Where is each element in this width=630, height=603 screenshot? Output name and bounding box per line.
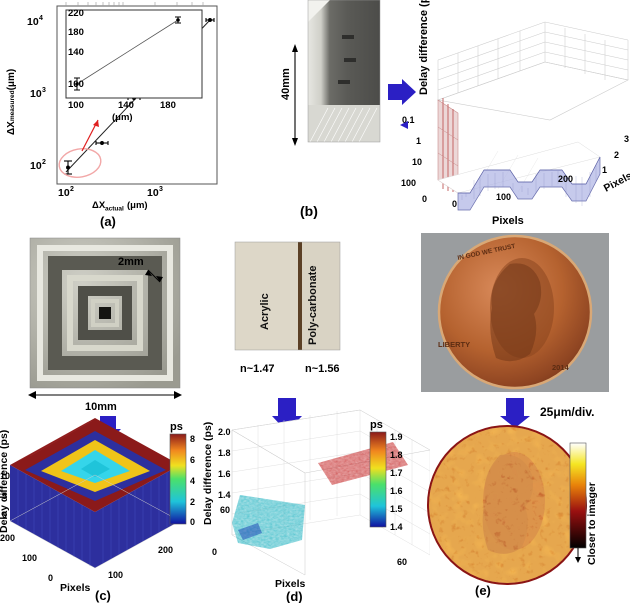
- svg-text:220: 220: [68, 8, 84, 19]
- svg-text:Acrylic: Acrylic: [259, 293, 271, 330]
- svg-text:LIBERTY: LIBERTY: [438, 340, 470, 349]
- svg-text:140: 140: [68, 47, 84, 58]
- svg-text:0: 0: [48, 573, 53, 583]
- svg-text:1: 1: [416, 136, 421, 146]
- svg-text:100: 100: [68, 100, 84, 111]
- svg-text:n~1.56: n~1.56: [305, 363, 340, 375]
- svg-text:0: 0: [190, 517, 195, 527]
- svg-text:1.8: 1.8: [218, 448, 231, 458]
- svg-text:ΔX: ΔX: [92, 200, 106, 211]
- svg-text:(a): (a): [100, 214, 116, 229]
- svg-text:2: 2: [70, 186, 74, 193]
- svg-text:3: 3: [624, 134, 629, 144]
- svg-text:40mm: 40mm: [280, 68, 292, 100]
- svg-text:1.6: 1.6: [390, 486, 403, 496]
- svg-text:1.7: 1.7: [390, 468, 403, 478]
- svg-text:(μm): (μm): [127, 200, 148, 211]
- svg-text:1.4: 1.4: [218, 490, 231, 500]
- svg-text:Pixels: Pixels: [492, 215, 524, 227]
- svg-text:10: 10: [58, 187, 70, 199]
- svg-text:n~1.47: n~1.47: [240, 363, 275, 375]
- svg-text:2: 2: [614, 150, 619, 160]
- svg-text:0: 0: [422, 194, 427, 204]
- svg-text:3: 3: [159, 186, 163, 193]
- svg-text:ps: ps: [170, 421, 183, 433]
- svg-text:Closer to imager: Closer to imager: [586, 482, 598, 565]
- svg-text:10mm: 10mm: [85, 401, 117, 413]
- svg-text:200: 200: [158, 545, 173, 555]
- svg-text:3: 3: [42, 87, 46, 94]
- svg-text:100: 100: [68, 79, 84, 90]
- svg-text:60: 60: [220, 505, 230, 515]
- svg-text:180: 180: [68, 27, 84, 38]
- svg-text:2: 2: [190, 497, 195, 507]
- svg-text:10: 10: [412, 157, 422, 167]
- svg-text:1.6: 1.6: [218, 469, 231, 479]
- svg-text:1: 1: [602, 165, 607, 175]
- svg-text:Pixels: Pixels: [60, 582, 91, 594]
- svg-text:(μm): (μm): [112, 112, 133, 123]
- svg-text:6: 6: [190, 455, 195, 465]
- svg-text:4: 4: [190, 476, 195, 486]
- svg-text:2mm: 2mm: [118, 256, 144, 268]
- svg-text:2014: 2014: [552, 363, 570, 372]
- svg-text:200: 200: [0, 533, 15, 543]
- svg-text:4: 4: [39, 15, 43, 22]
- svg-text:2.0: 2.0: [218, 427, 231, 437]
- svg-text:10: 10: [27, 16, 39, 28]
- svg-text:100: 100: [108, 570, 123, 580]
- svg-text:(e): (e): [475, 583, 491, 598]
- svg-text:180: 180: [160, 100, 176, 111]
- svg-text:10: 10: [147, 187, 159, 199]
- svg-text:60: 60: [397, 557, 407, 567]
- svg-text:10: 10: [30, 160, 42, 172]
- svg-text:0: 0: [212, 547, 217, 557]
- svg-text:0: 0: [452, 199, 457, 209]
- svg-text:2: 2: [42, 159, 46, 166]
- svg-text:10: 10: [30, 88, 42, 100]
- svg-text:100: 100: [22, 553, 37, 563]
- svg-text:Poly-carbonate: Poly-carbonate: [307, 266, 319, 345]
- svg-text:1.5: 1.5: [390, 504, 403, 514]
- svg-text:8: 8: [190, 434, 195, 444]
- svg-text:100: 100: [401, 178, 416, 188]
- svg-text:1.8: 1.8: [390, 450, 403, 460]
- svg-text:actual: actual: [105, 206, 124, 213]
- svg-text:(d): (d): [286, 589, 303, 603]
- svg-text:200: 200: [558, 174, 573, 184]
- svg-text:1.4: 1.4: [390, 522, 403, 532]
- svg-text:ps: ps: [370, 419, 383, 431]
- svg-text:140: 140: [118, 100, 134, 111]
- svg-text:1.9: 1.9: [390, 432, 403, 442]
- svg-text:100: 100: [496, 192, 511, 202]
